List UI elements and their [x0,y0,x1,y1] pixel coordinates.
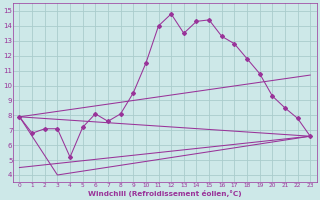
X-axis label: Windchill (Refroidissement éolien,°C): Windchill (Refroidissement éolien,°C) [88,190,242,197]
